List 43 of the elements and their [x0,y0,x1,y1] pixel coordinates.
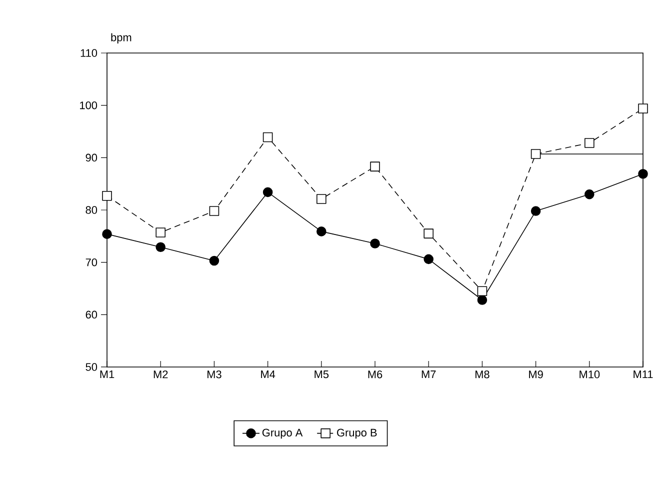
x-tick-label: M11 [634,370,653,378]
x-tick-label: M5 [314,370,329,378]
point [262,132,273,142]
y-tick-label: 60 [86,310,98,319]
point [102,229,112,239]
point [477,295,488,305]
x-tick-label: M10 [580,370,600,378]
y-axis-title: bpm [111,33,132,44]
point [584,189,594,200]
x-tick-label: M9 [529,370,543,378]
x-tick-label: M6 [368,370,382,378]
point [370,162,380,172]
point [530,149,541,159]
y-tick-label: 50 [86,363,98,371]
y-tick-label: 70 [86,258,98,266]
x-tick-label: M1 [100,370,114,378]
x-tick-label: M7 [422,370,436,378]
point [638,168,648,179]
y-tick-label: 110 [80,49,98,57]
x-tick-label: M3 [208,370,222,378]
y-tick-label: 80 [86,206,98,214]
point [316,194,326,204]
point [209,256,220,266]
point [530,206,541,216]
point [584,138,594,148]
legend-label: Grupo B [337,428,377,439]
x-tick-label: M2 [154,370,168,378]
legend-label: Grupo A [262,428,303,439]
point [156,242,166,252]
point [477,286,488,296]
point [638,104,648,114]
point [262,187,273,198]
y-tick-label: 100 [80,101,98,110]
point [370,238,380,248]
point [316,226,326,236]
x-tick-label: M4 [261,370,276,378]
point [156,228,166,238]
point [424,228,434,238]
point [424,254,434,264]
y-tick-label: 90 [86,154,98,162]
x-tick-label: M8 [476,370,490,378]
point [102,190,112,201]
point [209,206,220,216]
